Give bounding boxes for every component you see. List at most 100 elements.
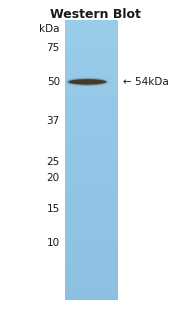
- Bar: [65, 159, 118, 160]
- Bar: [65, 224, 118, 226]
- Bar: [65, 111, 118, 112]
- Bar: [65, 129, 118, 130]
- Bar: [65, 97, 118, 98]
- Bar: [65, 74, 118, 76]
- Bar: [65, 121, 118, 122]
- Text: 37: 37: [47, 116, 60, 125]
- Bar: [65, 126, 118, 128]
- Bar: [65, 279, 118, 280]
- Bar: [65, 277, 118, 279]
- Bar: [65, 214, 118, 216]
- Bar: [65, 178, 118, 180]
- Bar: [65, 164, 118, 166]
- Bar: [65, 256, 118, 258]
- Bar: [65, 91, 118, 93]
- Bar: [65, 258, 118, 259]
- Bar: [65, 61, 118, 62]
- Text: ← 54kDa: ← 54kDa: [123, 77, 168, 87]
- Bar: [65, 47, 118, 48]
- Bar: [65, 45, 118, 47]
- Bar: [65, 290, 118, 291]
- Bar: [65, 276, 118, 277]
- Bar: [65, 222, 118, 223]
- Bar: [65, 239, 118, 241]
- Bar: [65, 62, 118, 63]
- Bar: [65, 20, 118, 22]
- Bar: [65, 199, 118, 201]
- Bar: [65, 86, 118, 87]
- Bar: [65, 68, 118, 69]
- Text: 25: 25: [47, 157, 60, 167]
- Bar: [65, 149, 118, 150]
- Bar: [65, 180, 118, 181]
- Text: 10: 10: [47, 238, 60, 248]
- Bar: [65, 248, 118, 249]
- Bar: [65, 244, 118, 245]
- Bar: [65, 207, 118, 209]
- Bar: [65, 198, 118, 199]
- Ellipse shape: [66, 78, 108, 86]
- Bar: [65, 34, 118, 36]
- Bar: [65, 245, 118, 247]
- Bar: [65, 167, 118, 168]
- Bar: [65, 206, 118, 207]
- Text: 50: 50: [47, 77, 60, 87]
- Bar: [65, 136, 118, 138]
- Bar: [65, 82, 118, 83]
- Bar: [65, 80, 118, 82]
- Bar: [65, 272, 118, 273]
- Bar: [65, 298, 118, 300]
- Bar: [65, 125, 118, 126]
- Bar: [65, 31, 118, 33]
- Bar: [65, 105, 118, 107]
- Bar: [65, 51, 118, 52]
- Bar: [65, 241, 118, 242]
- Bar: [65, 195, 118, 196]
- Bar: [65, 255, 118, 256]
- Bar: [65, 38, 118, 40]
- Bar: [65, 216, 118, 217]
- Bar: [65, 78, 118, 79]
- Bar: [65, 166, 118, 167]
- Bar: [65, 270, 118, 272]
- Bar: [65, 33, 118, 34]
- Bar: [65, 36, 118, 37]
- Bar: [65, 234, 118, 235]
- Bar: [65, 212, 118, 213]
- Bar: [65, 107, 118, 108]
- Bar: [65, 170, 118, 171]
- Bar: [65, 185, 118, 186]
- Bar: [65, 273, 118, 275]
- Bar: [65, 210, 118, 212]
- Bar: [65, 135, 118, 136]
- Bar: [65, 98, 118, 100]
- Bar: [65, 266, 118, 268]
- Bar: [65, 150, 118, 151]
- Bar: [65, 196, 118, 198]
- Bar: [65, 114, 118, 115]
- Bar: [65, 227, 118, 228]
- Bar: [65, 237, 118, 238]
- Bar: [65, 146, 118, 147]
- Bar: [65, 24, 118, 26]
- Bar: [65, 65, 118, 66]
- Bar: [65, 201, 118, 202]
- Bar: [65, 174, 118, 175]
- Bar: [65, 103, 118, 104]
- Bar: [65, 289, 118, 290]
- Bar: [65, 228, 118, 230]
- Bar: [65, 249, 118, 251]
- Bar: [65, 63, 118, 65]
- Bar: [65, 73, 118, 74]
- Bar: [65, 104, 118, 105]
- Bar: [65, 54, 118, 55]
- Bar: [65, 154, 118, 156]
- Bar: [65, 260, 118, 262]
- Bar: [65, 55, 118, 57]
- Bar: [65, 110, 118, 111]
- Text: 20: 20: [47, 173, 60, 183]
- Bar: [65, 252, 118, 254]
- Bar: [65, 205, 118, 206]
- Bar: [65, 157, 118, 159]
- Bar: [65, 175, 118, 177]
